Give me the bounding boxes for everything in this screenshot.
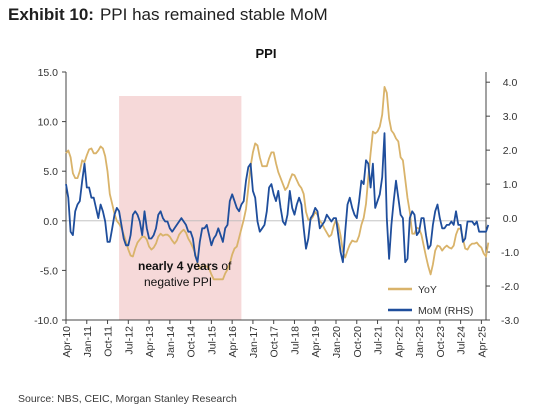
left-tick-label: -10.0	[34, 315, 58, 327]
x-tick-label: Jul-15	[206, 326, 218, 355]
legend-label-yoy: YoY	[418, 284, 437, 296]
x-tick-label: Oct-20	[352, 326, 364, 358]
x-tick-label: Jan-11	[82, 326, 94, 357]
left-tick-label: 0.0	[43, 216, 58, 228]
right-tick-label: 1.0	[503, 179, 518, 191]
x-tick-label: Jul-24	[456, 326, 468, 355]
x-tick-label: Jan-17	[248, 326, 260, 358]
left-tick-label: 10.0	[38, 117, 59, 129]
x-tick-label: Jan-14	[165, 326, 177, 358]
x-tick-label: Jul-18	[289, 326, 301, 355]
exhibit-heading: Exhibit 10: PPI has remained stable MoM	[8, 5, 328, 25]
x-tick-label: Jul-12	[123, 326, 135, 355]
x-tick-label: Jan-23	[414, 326, 426, 358]
x-tick-label: Apr-22	[393, 326, 405, 358]
x-tick-label: Apr-19	[310, 326, 322, 358]
annotation-bold: nearly 4 years	[138, 259, 218, 273]
left-tick-label: 15.0	[38, 67, 59, 79]
right-tick-label: 0.0	[503, 213, 518, 225]
right-tick-label: -1.0	[501, 247, 519, 259]
negative-ppi-shading	[119, 96, 242, 320]
right-tick-label: -2.0	[501, 281, 519, 293]
right-tick-label: 2.0	[503, 145, 518, 157]
right-tick-label: 4.0	[503, 77, 518, 89]
negative-ppi-annotation: nearly 4 years of	[138, 259, 232, 273]
x-tick-label: Apr-10	[61, 326, 73, 358]
legend-label-mom: MoM (RHS)	[418, 305, 473, 317]
left-tick-label: 5.0	[43, 166, 58, 178]
exhibit-label: Exhibit 10:	[8, 5, 94, 24]
x-tick-label: Oct-11	[103, 326, 115, 357]
x-tick-label: Oct-17	[269, 326, 281, 358]
right-tick-label: -3.0	[501, 315, 519, 327]
x-tick-label: Oct-23	[435, 326, 447, 358]
left-tick-label: -5.0	[40, 265, 58, 277]
annotation-of: of	[218, 259, 232, 273]
ppi-chart: 15.0 10.0 5.0 0.0 -5.0 -10.0 4.0 3.0 2.0 1.0 0.0 -…	[34, 46, 519, 358]
x-tick-label: Oct-14	[186, 326, 198, 358]
chart-title: PPI	[256, 46, 277, 61]
x-tick-label: Apr-25	[476, 326, 488, 358]
x-tick-label: Jan-20	[331, 326, 343, 358]
x-tick-label: Jul-21	[373, 326, 385, 355]
series-line-mom	[65, 132, 490, 264]
source-note: Source: NBS, CEIC, Morgan Stanley Resear…	[18, 393, 237, 405]
right-tick-label: 3.0	[503, 111, 518, 123]
x-tick-label: Apr-16	[227, 326, 239, 358]
legend: YoY MoM (RHS)	[388, 284, 473, 317]
negative-ppi-annotation-line2: negative PPI	[144, 275, 212, 289]
series-line-yoy	[65, 86, 490, 281]
exhibit-title: PPI has remained stable MoM	[99, 5, 328, 24]
x-tick-label: Apr-13	[144, 326, 156, 358]
